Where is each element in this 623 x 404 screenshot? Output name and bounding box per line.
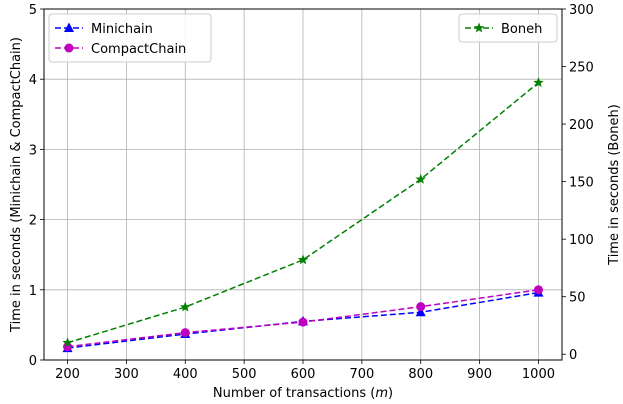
right-y-tick-label: 50 xyxy=(569,291,586,306)
x-axis-title-var: m xyxy=(375,386,388,401)
x-axis-title: Number of transactions (m) xyxy=(213,386,393,401)
x-tick-label: 800 xyxy=(408,367,433,382)
legend-label: Boneh xyxy=(501,22,542,37)
legend-box xyxy=(48,13,212,63)
right-y-tick-label: 300 xyxy=(569,3,594,18)
left-y-tick-label: 2 xyxy=(29,214,37,229)
left-y-tick-label: 4 xyxy=(29,73,37,88)
x-tick-label: 900 xyxy=(467,367,492,382)
boneh-line xyxy=(67,82,539,344)
right-y-tick-label: 250 xyxy=(569,61,594,76)
right-y-tick-label: 150 xyxy=(569,176,594,191)
legend-marker xyxy=(473,22,485,33)
left-y-axis-title: Time in seconds (Minichain & CompactChai… xyxy=(9,37,24,333)
x-tick-label: 1000 xyxy=(522,367,555,382)
left-y-tick-label: 5 xyxy=(29,3,37,18)
x-axis-title-close: ) xyxy=(388,386,393,401)
compactchain-point xyxy=(416,302,426,312)
legend-label: CompactChain xyxy=(91,42,186,57)
boneh-point xyxy=(62,337,73,348)
grid-layer xyxy=(44,8,562,361)
legend-box xyxy=(458,13,558,43)
right-y-tick-label: 100 xyxy=(569,233,594,248)
left-y-tick-label: 0 xyxy=(29,354,37,369)
boneh-point xyxy=(415,173,426,184)
compactchain-point xyxy=(180,328,190,338)
legend-right: Boneh xyxy=(458,13,558,43)
boneh-point xyxy=(297,254,309,265)
series-layer xyxy=(62,77,544,353)
boneh-point xyxy=(180,301,191,312)
right-y-axis-title: Time in seconds (Boneh) xyxy=(607,104,622,266)
legend-left: Minichain CompactChain xyxy=(48,13,212,63)
compactchain-point xyxy=(533,285,543,295)
minichain-point xyxy=(415,306,426,317)
legend-marker xyxy=(64,43,74,53)
x-axis-title-text: Number of transactions ( xyxy=(213,386,375,401)
legend-marker xyxy=(64,22,74,32)
legend-label: Minichain xyxy=(91,22,153,37)
axes-layer: 200 300 400 500 600 700 800 900 1000012345050100… xyxy=(29,3,594,382)
x-tick-label: 500 xyxy=(232,367,257,382)
x-tick-label: 600 xyxy=(291,367,316,382)
right-y-tick-label: 0 xyxy=(569,348,577,363)
x-tick-label: 400 xyxy=(173,367,198,382)
x-tick-label: 300 xyxy=(114,367,139,382)
left-y-tick-label: 1 xyxy=(29,284,37,299)
x-tick-label: 700 xyxy=(349,367,374,382)
compactchain-point xyxy=(298,317,308,327)
right-y-tick-label: 200 xyxy=(569,118,594,133)
boneh-point xyxy=(533,77,544,88)
left-y-tick-label: 3 xyxy=(29,143,37,158)
x-tick-label: 200 xyxy=(55,367,80,382)
